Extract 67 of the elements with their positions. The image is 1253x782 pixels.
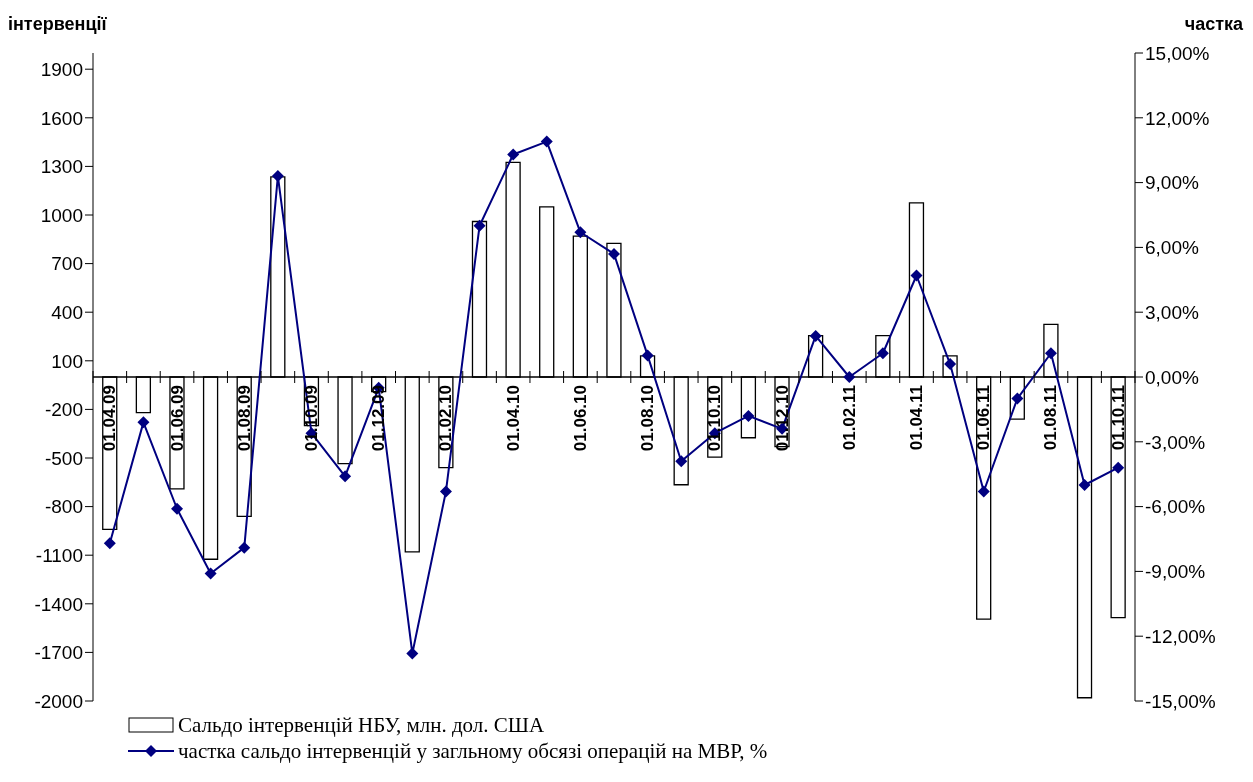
point [1078,479,1091,491]
x-tick-label: 01.02.10 [436,385,456,452]
x-tick-label: 01.04.11 [907,385,927,451]
point [843,371,856,383]
y2-tick-label: 15,00% [1145,42,1210,64]
x-tick-label: 01.06.09 [167,385,187,452]
y-tick-label: 1600 [40,107,83,129]
point [473,219,486,232]
x-tick-label: 01.08.10 [638,385,658,452]
x-tick-label: 01.12.10 [772,385,792,452]
x-tick-label: 01.10.11 [1108,385,1128,451]
x-tick-label: 01.06.11 [974,385,994,451]
point [1044,347,1057,360]
point [137,416,150,429]
x-tick-label: 01.12.09 [369,385,389,452]
y-tick-label: -2000 [34,690,83,712]
point [171,502,184,515]
point [977,485,990,498]
x-tick-label: 01.06.10 [570,385,590,452]
y2-tick-label: -3,00% [1145,431,1206,453]
x-tick-label: 01.04.09 [100,385,120,452]
x-tick-label: 01.02.11 [839,385,859,451]
y2-tick-label: -6,00% [1145,496,1206,518]
point [204,567,217,580]
point [339,470,352,483]
point [238,541,251,554]
x-tick-label: 01.08.11 [1041,385,1061,451]
legend-label: Сальдо інтервенцій НБУ, млн. дол. США [178,712,545,738]
y-tick-label: 1900 [40,58,83,80]
y-tick-label: 1000 [40,204,83,226]
y-tick-label: -500 [44,447,83,469]
y-tick-label: 400 [51,301,83,323]
point [809,329,822,342]
y-tick-label: -1100 [35,544,83,566]
y2-tick-label: 9,00% [1145,172,1199,194]
y-tick-label: 700 [51,253,83,275]
point [439,485,452,498]
y-tick-label: -200 [44,399,83,421]
y-tick-label: -1400 [34,593,83,615]
point [540,135,553,148]
point [742,409,755,422]
y2-tick-label: 0,00% [1145,366,1199,388]
y2-tick-label: 12,00% [1145,107,1210,129]
point [641,349,654,362]
x-tick-label: 01.04.10 [503,385,523,452]
y-tick-label: 100 [51,350,83,372]
point [675,455,688,468]
x-tick-label: 01.08.09 [234,385,254,452]
point [910,269,923,282]
x-tick-label: 01.10.10 [705,385,725,452]
y2-tick-label: 6,00% [1145,237,1199,259]
y2-tick-label: -9,00% [1145,561,1206,583]
y-tick-label: -1700 [34,642,83,664]
point [608,247,620,260]
y-axis-title: інтервенції [8,14,107,35]
point [574,226,587,239]
y2-tick-label: 3,00% [1145,301,1199,323]
y2-axis-title: частка [1184,14,1243,35]
point [1112,461,1125,474]
point [103,537,116,550]
y-tick-label: 1300 [40,156,83,178]
y2-tick-label: -12,00% [1145,625,1216,647]
y-tick-label: -800 [44,496,83,518]
x-tick-label: 01.10.09 [301,385,321,452]
point [507,148,520,161]
y2-tick-label: -15,00% [1145,690,1216,712]
legend-label: частка сальдо інтервенцій у загльному обсязі операцій на МВР, % [178,738,768,764]
